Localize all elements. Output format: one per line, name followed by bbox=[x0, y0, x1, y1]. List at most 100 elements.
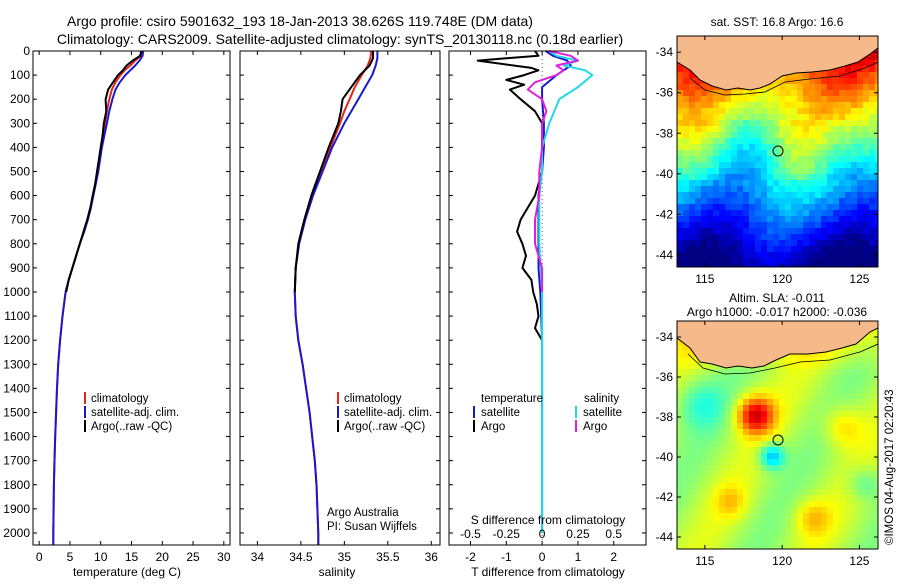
sst-cell bbox=[725, 102, 732, 109]
sla-cell bbox=[725, 501, 732, 508]
sst-cell bbox=[683, 144, 690, 151]
sst-cell bbox=[719, 258, 726, 265]
sla-cell bbox=[851, 381, 858, 388]
sla-cell bbox=[785, 453, 792, 460]
sst-cell bbox=[683, 210, 690, 217]
sst-cell bbox=[803, 246, 810, 253]
sla-cell bbox=[815, 375, 822, 382]
sla-cell bbox=[713, 483, 720, 490]
sla-cell bbox=[845, 525, 852, 532]
sla-cell bbox=[683, 411, 690, 418]
sla-cell bbox=[869, 399, 876, 406]
sst-cell bbox=[719, 114, 726, 121]
sla-cell bbox=[779, 417, 786, 424]
sla-cell bbox=[749, 543, 756, 549]
sla-cell bbox=[809, 381, 816, 388]
sst-cell bbox=[839, 168, 846, 175]
sla-cell bbox=[785, 387, 792, 394]
sst-cell bbox=[791, 234, 798, 241]
sla-cell bbox=[821, 483, 828, 490]
sst-cell bbox=[773, 114, 780, 121]
sst-cell bbox=[755, 192, 762, 199]
sst-cell bbox=[773, 198, 780, 205]
sst-cell bbox=[755, 222, 762, 229]
x-tick-label: 10 bbox=[94, 550, 108, 564]
sst-cell bbox=[707, 258, 714, 265]
sst-cell bbox=[767, 138, 774, 145]
sst-cell bbox=[767, 198, 774, 205]
sst-cell bbox=[713, 180, 720, 187]
sla-cell bbox=[857, 363, 864, 370]
sst-cell bbox=[797, 216, 804, 223]
sst-cell bbox=[677, 240, 684, 247]
sla-cell bbox=[773, 531, 780, 538]
sst-cell bbox=[875, 78, 878, 85]
sla-cell bbox=[701, 495, 708, 502]
sla-cell bbox=[833, 447, 840, 454]
sst-cell bbox=[851, 216, 858, 223]
sst-cell bbox=[767, 192, 774, 199]
sst-cell bbox=[821, 120, 828, 127]
sst-cell bbox=[815, 162, 822, 169]
sst-cell bbox=[785, 150, 792, 157]
legend-title-salinity: salinity bbox=[584, 393, 619, 405]
sla-cell bbox=[719, 459, 726, 466]
sla-cell bbox=[713, 411, 720, 418]
y-tick-label: 200 bbox=[10, 92, 30, 106]
sst-cell bbox=[785, 72, 792, 79]
sla-cell bbox=[749, 507, 756, 514]
sst-cell bbox=[815, 102, 822, 109]
sla-cell bbox=[737, 477, 744, 484]
sst-cell bbox=[725, 120, 732, 127]
sst-cell bbox=[689, 96, 696, 103]
sst-cell bbox=[827, 204, 834, 211]
sst-cell bbox=[677, 210, 684, 217]
sst-cell bbox=[785, 162, 792, 169]
sst-cell bbox=[749, 138, 756, 145]
sst-cell bbox=[833, 162, 840, 169]
sla-cell bbox=[743, 543, 750, 549]
sla-cell bbox=[737, 471, 744, 478]
sla-cell bbox=[833, 441, 840, 448]
sst-cell bbox=[863, 54, 870, 61]
sla-cell bbox=[737, 531, 744, 538]
sla-cell bbox=[731, 543, 738, 549]
sst-cell bbox=[731, 246, 738, 253]
sla-cell bbox=[809, 447, 816, 454]
sla-cell bbox=[755, 489, 762, 496]
sla-cell bbox=[755, 435, 762, 442]
sst-cell bbox=[785, 216, 792, 223]
sla-cell bbox=[689, 543, 696, 549]
sla-cell bbox=[809, 405, 816, 412]
sla-cell bbox=[815, 369, 822, 376]
sla-cell bbox=[875, 387, 878, 394]
sst-cell bbox=[857, 240, 864, 247]
sst-cell bbox=[833, 246, 840, 253]
sla-cell bbox=[863, 543, 870, 549]
sst-cell bbox=[677, 186, 684, 193]
sst-cell bbox=[863, 138, 870, 145]
sst-cell bbox=[791, 150, 798, 157]
sla-cell bbox=[689, 375, 696, 382]
sla-cell bbox=[683, 543, 690, 549]
sst-cell bbox=[845, 96, 852, 103]
sst-cell bbox=[821, 114, 828, 121]
sst-cell bbox=[731, 192, 738, 199]
sst-cell bbox=[773, 240, 780, 247]
sst-cell bbox=[683, 96, 690, 103]
sst-cell bbox=[821, 138, 828, 145]
sst-cell bbox=[869, 228, 876, 235]
sla-cell bbox=[791, 465, 798, 472]
sst-cell bbox=[839, 144, 846, 151]
sst-cell bbox=[845, 222, 852, 229]
sst-cell bbox=[743, 192, 750, 199]
sla-cell bbox=[725, 423, 732, 430]
sst-cell bbox=[731, 198, 738, 205]
sst-cell bbox=[833, 240, 840, 247]
sla-map-title-2: Argo h1000: -0.017 h2000: -0.036 bbox=[687, 305, 867, 319]
sla-cell bbox=[869, 501, 876, 508]
sla-cell bbox=[773, 465, 780, 472]
sla-cell bbox=[713, 429, 720, 436]
sla-cell bbox=[719, 543, 726, 549]
sla-cell bbox=[857, 339, 864, 346]
